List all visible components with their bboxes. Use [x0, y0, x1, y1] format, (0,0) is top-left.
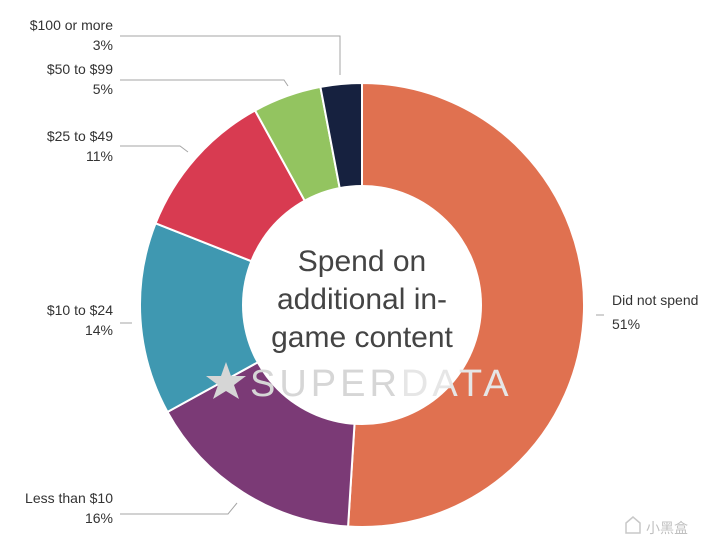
- slice-value-100-or-more: 3%: [93, 37, 113, 53]
- slice-labels: Did not spend 51% Less than $10 16% $10 to $…: [25, 17, 698, 526]
- slice-label-10-to-24: $10 to $24: [47, 302, 113, 318]
- leader-line-25-to-49: [120, 145, 189, 153]
- slice-label-less-than-10: Less than $10: [25, 490, 113, 506]
- center-title-line-1: Spend on: [298, 245, 426, 278]
- center-title: Spend on additional in- game content: [271, 245, 453, 354]
- slice-label-50-to-99: $50 to $99: [47, 61, 113, 77]
- center-title-line-3: game content: [271, 321, 453, 354]
- watermark-text: SUPERDATA: [250, 363, 513, 405]
- corner-mark: 小黑盒: [625, 516, 688, 537]
- slice-value-50-to-99: 5%: [93, 81, 113, 97]
- slice-value-did-not-spend: 51%: [612, 316, 640, 332]
- watermark: SUPERDATA: [206, 362, 513, 405]
- slice-value-25-to-49: 11%: [86, 148, 113, 164]
- star-icon: [206, 362, 246, 399]
- donut-hole: [242, 185, 482, 425]
- corner-mark-text: 小黑盒: [646, 520, 688, 537]
- slice-label-100-or-more: $100 or more: [30, 17, 113, 33]
- logo-icon: [625, 516, 641, 534]
- slice-label-25-to-49: $25 to $49: [47, 128, 113, 144]
- slice-value-10-to-24: 14%: [85, 322, 113, 338]
- center-title-line-2: additional in-: [277, 283, 447, 316]
- leader-line-50-to-99: [120, 79, 289, 87]
- slice-label-did-not-spend: Did not spend: [612, 292, 698, 308]
- leader-line-100-or-more: [120, 35, 341, 75]
- slice-value-less-than-10: 16%: [85, 510, 113, 526]
- leader-lines: [120, 35, 604, 515]
- leader-line-less-than-10: [120, 502, 238, 515]
